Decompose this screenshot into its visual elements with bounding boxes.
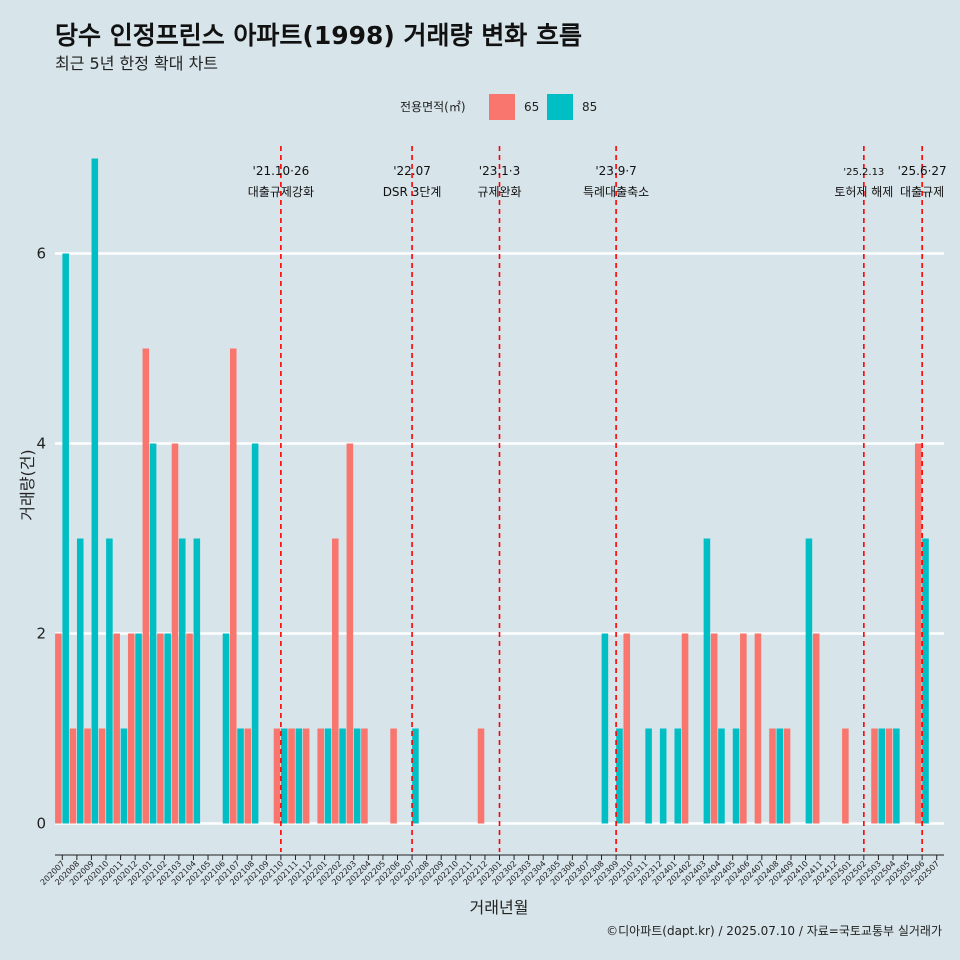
bar-65-202501 xyxy=(842,728,849,824)
bar-65-202010 xyxy=(98,728,106,824)
bar-65-202103 xyxy=(171,443,179,824)
bar-85-202010 xyxy=(106,538,113,824)
bar-85-202408 xyxy=(776,728,784,824)
bar-85-202312 xyxy=(659,728,667,824)
bar-65-202310 xyxy=(623,633,631,824)
bar-85-202008 xyxy=(76,538,84,824)
bar-65-202503 xyxy=(871,728,878,824)
event-markers: '21.10·26 대출규제강화 '22.07 DSR 3단계 '23.1·3 규제완화 '… xyxy=(248,146,947,852)
bar-85-202007 xyxy=(62,253,69,824)
event-date-4: '25.2.13 xyxy=(843,167,884,178)
y-axis-title: 거래량(건) xyxy=(18,449,37,520)
bar-65-202008 xyxy=(69,728,77,824)
bar-85-202404 xyxy=(718,728,725,824)
y-tick-label: 0 xyxy=(36,815,46,833)
bar-85-202011 xyxy=(120,728,128,824)
event-label-3: 특례대출축소 xyxy=(583,185,649,199)
legend-swatch-85 xyxy=(547,94,573,120)
bar-85-202106 xyxy=(222,633,230,824)
bar-65-202009 xyxy=(84,728,91,824)
bar-65-202101 xyxy=(142,348,150,824)
event-label-5: 대출규제 xyxy=(900,185,944,199)
bar-65-202411 xyxy=(812,633,820,824)
bar-85-202308 xyxy=(601,633,609,824)
bar-65-202110 xyxy=(273,728,281,824)
bar-65-202107 xyxy=(229,348,237,824)
event-date-1: '22.07 xyxy=(393,164,431,178)
source-caption: ©디아파트(dapt.kr) / 2025.07.10 / 자료=국토교통부 실… xyxy=(606,924,942,938)
event-date-0: '21.10·26 xyxy=(253,164,310,178)
legend-title: 전용면적(㎡) xyxy=(400,100,466,114)
bar-85-202405 xyxy=(732,728,740,824)
bar-65-202102 xyxy=(157,633,164,824)
bar-85-202203 xyxy=(353,728,361,824)
bar-85-202110 xyxy=(280,728,288,824)
bar-85-202009 xyxy=(91,158,99,824)
bar-65-202108 xyxy=(244,728,252,824)
bar-85-202012 xyxy=(135,633,142,824)
y-tick-label: 6 xyxy=(36,245,46,263)
bar-65-202506 xyxy=(914,443,922,824)
event-label-0: 대출규제강화 xyxy=(248,185,314,199)
bar-65-202408 xyxy=(769,728,776,824)
bar-65-202111 xyxy=(288,728,295,824)
legend-swatch-65 xyxy=(489,94,515,120)
y-tick-label: 2 xyxy=(36,625,46,643)
bar-85-202410 xyxy=(805,538,813,824)
bar-65-202212 xyxy=(477,728,485,824)
bar-65-202011 xyxy=(113,633,120,824)
bar-65-202112 xyxy=(302,728,310,824)
bar-85-202309 xyxy=(616,728,623,824)
bars xyxy=(55,158,929,824)
x-axis-title: 거래년월 xyxy=(470,898,529,917)
bar-65-202407 xyxy=(754,633,762,824)
bar-85-202102 xyxy=(164,633,171,824)
bar-85-202503 xyxy=(878,728,886,824)
chart-title: 당수 인정프린스 아파트(1998) 거래량 변화 흐름 xyxy=(55,21,582,50)
bar-85-202202 xyxy=(339,728,346,824)
chart-subtitle: 최근 5년 한정 확대 차트 xyxy=(55,54,218,73)
bar-65-202406 xyxy=(740,633,747,824)
bar-85-202111 xyxy=(295,728,303,824)
bar-85-202104 xyxy=(193,538,201,824)
event-date-2: '23.1·3 xyxy=(479,164,520,178)
bar-65-202012 xyxy=(127,633,135,824)
event-label-4: 토허제 해제 xyxy=(834,185,893,199)
bar-65-202504 xyxy=(885,728,893,824)
bar-65-202206 xyxy=(390,728,397,824)
bar-85-202101 xyxy=(149,443,157,824)
y-axis-ticks: 0 2 4 6 xyxy=(36,245,46,833)
bar-85-202403 xyxy=(703,538,711,824)
legend-label-85: 85 xyxy=(582,100,597,114)
y-tick-label: 4 xyxy=(36,435,46,453)
bar-65-202007 xyxy=(55,633,62,824)
bar-85-202311 xyxy=(645,728,652,824)
bar-65-202104 xyxy=(186,633,193,824)
x-axis: 2020072020082020092020102020112020122021… xyxy=(39,854,944,887)
bar-85-202201 xyxy=(324,728,332,824)
event-date-5: '25.6·27 xyxy=(898,164,947,178)
bar-65-202201 xyxy=(317,728,324,824)
event-label-1: DSR 3단계 xyxy=(383,185,442,199)
event-date-3: '23.9·7 xyxy=(595,164,636,178)
bar-65-202202 xyxy=(332,538,339,824)
bar-65-202404 xyxy=(710,633,718,824)
legend-label-65: 65 xyxy=(524,100,539,114)
bar-85-202207 xyxy=(412,728,419,824)
bar-85-202401 xyxy=(674,728,682,824)
bar-65-202402 xyxy=(681,633,689,824)
bar-65-202409 xyxy=(783,728,791,824)
event-label-2: 규제완화 xyxy=(477,185,521,199)
bar-85-202107 xyxy=(237,728,244,824)
bar-65-202203 xyxy=(346,443,354,824)
bar-85-202108 xyxy=(251,443,259,824)
bar-85-202103 xyxy=(178,538,186,824)
bar-65-202204 xyxy=(361,728,368,824)
bar-85-202504 xyxy=(893,728,900,824)
bar-85-202506 xyxy=(922,538,929,824)
legend: 전용면적(㎡) 65 85 xyxy=(400,94,597,120)
